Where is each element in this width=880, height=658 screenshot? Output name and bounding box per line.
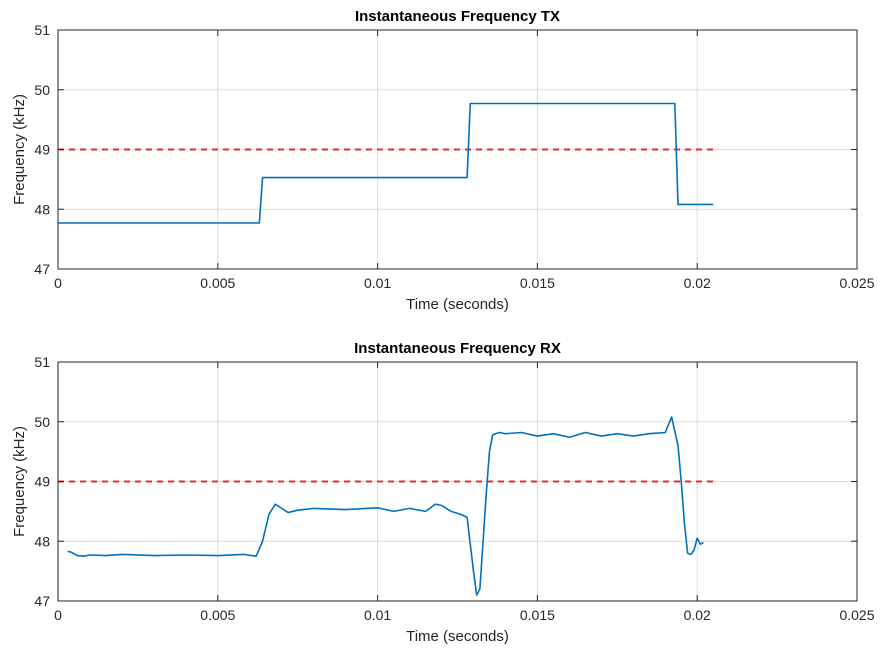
tx-y-tick-label: 51	[34, 22, 50, 38]
rx-x-tick-label: 0.01	[364, 607, 391, 623]
rx-chart-title: Instantaneous Frequency RX	[354, 340, 561, 357]
tx-panel: 0 0.005 0.01 0.015 0.02 0.025 47 48 49 50 51 Instan…	[11, 8, 875, 313]
rx-series-line	[67, 416, 704, 596]
tx-x-tick-label: 0.02	[684, 275, 711, 291]
rx-y-tick-label: 50	[34, 414, 50, 430]
tx-y-tick-label: 47	[34, 261, 50, 277]
rx-y-tick-label: 49	[34, 474, 50, 490]
rx-panel: 0 0.005 0.01 0.015 0.02 0.025 47 48 49 50 51 Instan…	[11, 340, 875, 645]
tx-x-tick-label: 0.025	[839, 275, 874, 291]
tx-y-tick-label: 50	[34, 82, 50, 98]
rx-y-tick-label: 47	[34, 593, 50, 609]
tx-x-tick-label: 0.01	[364, 275, 391, 291]
tx-x-axis-label: Time (seconds)	[406, 296, 509, 313]
tx-y-tick-label: 48	[34, 201, 50, 217]
tx-chart-title: Instantaneous Frequency TX	[355, 8, 560, 25]
tx-x-tick-label: 0.005	[200, 275, 235, 291]
rx-x-tick-label: 0.005	[200, 607, 235, 623]
tx-x-tick-label: 0	[54, 275, 62, 291]
rx-x-tick-label: 0	[54, 607, 62, 623]
rx-y-axis-label: Frequency (kHz)	[11, 426, 28, 537]
rx-y-tick-label: 48	[34, 533, 50, 549]
rx-x-tick-label: 0.025	[839, 607, 874, 623]
rx-x-tick-label: 0.015	[520, 607, 555, 623]
tx-x-tick-label: 0.015	[520, 275, 555, 291]
tx-series-line	[58, 102, 714, 224]
rx-x-axis-label: Time (seconds)	[406, 628, 509, 645]
tx-y-tick-label: 49	[34, 142, 50, 158]
rx-x-tick-label: 0.02	[684, 607, 711, 623]
tx-y-axis-label: Frequency (kHz)	[11, 94, 28, 205]
rx-y-tick-label: 51	[34, 354, 50, 370]
